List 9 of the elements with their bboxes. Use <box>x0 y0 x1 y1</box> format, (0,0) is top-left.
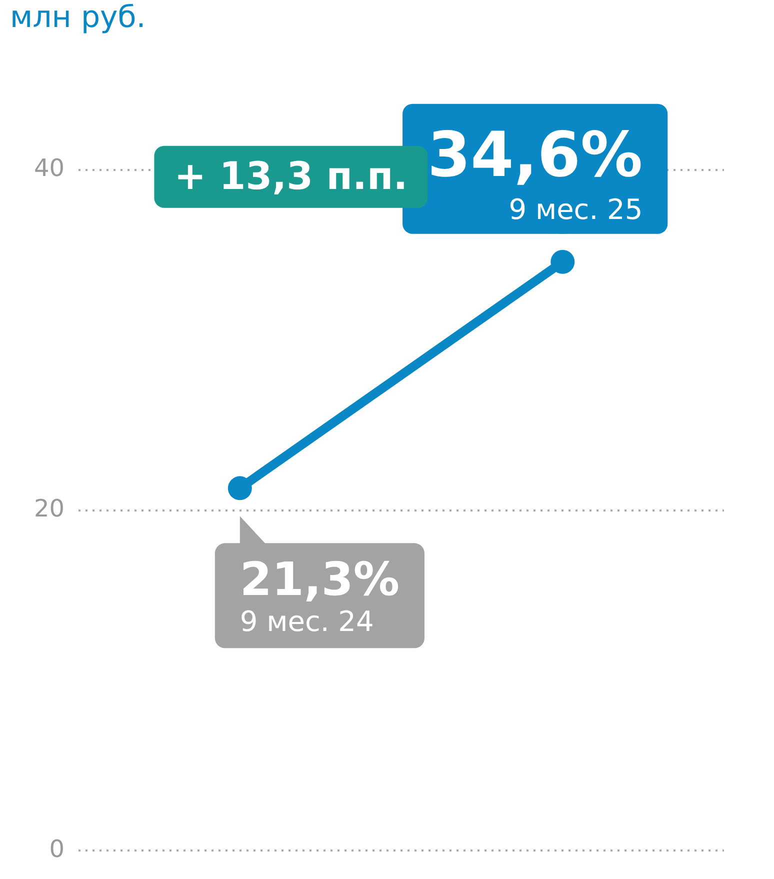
y-tick-label: 20 <box>34 494 65 523</box>
data-label: 21,3% <box>240 552 400 606</box>
annotation: + 13,3 п.п. <box>174 154 408 198</box>
x-tick-label: 9 мес. 25 <box>508 192 643 226</box>
y-tick-label: 40 <box>34 154 65 182</box>
y-tick-label: 0 <box>49 834 65 863</box>
chart-title: млн руб. <box>9 0 147 37</box>
data-label: 34,6% <box>428 118 643 191</box>
x-tick-label: 9 мес. 24 <box>240 605 374 638</box>
